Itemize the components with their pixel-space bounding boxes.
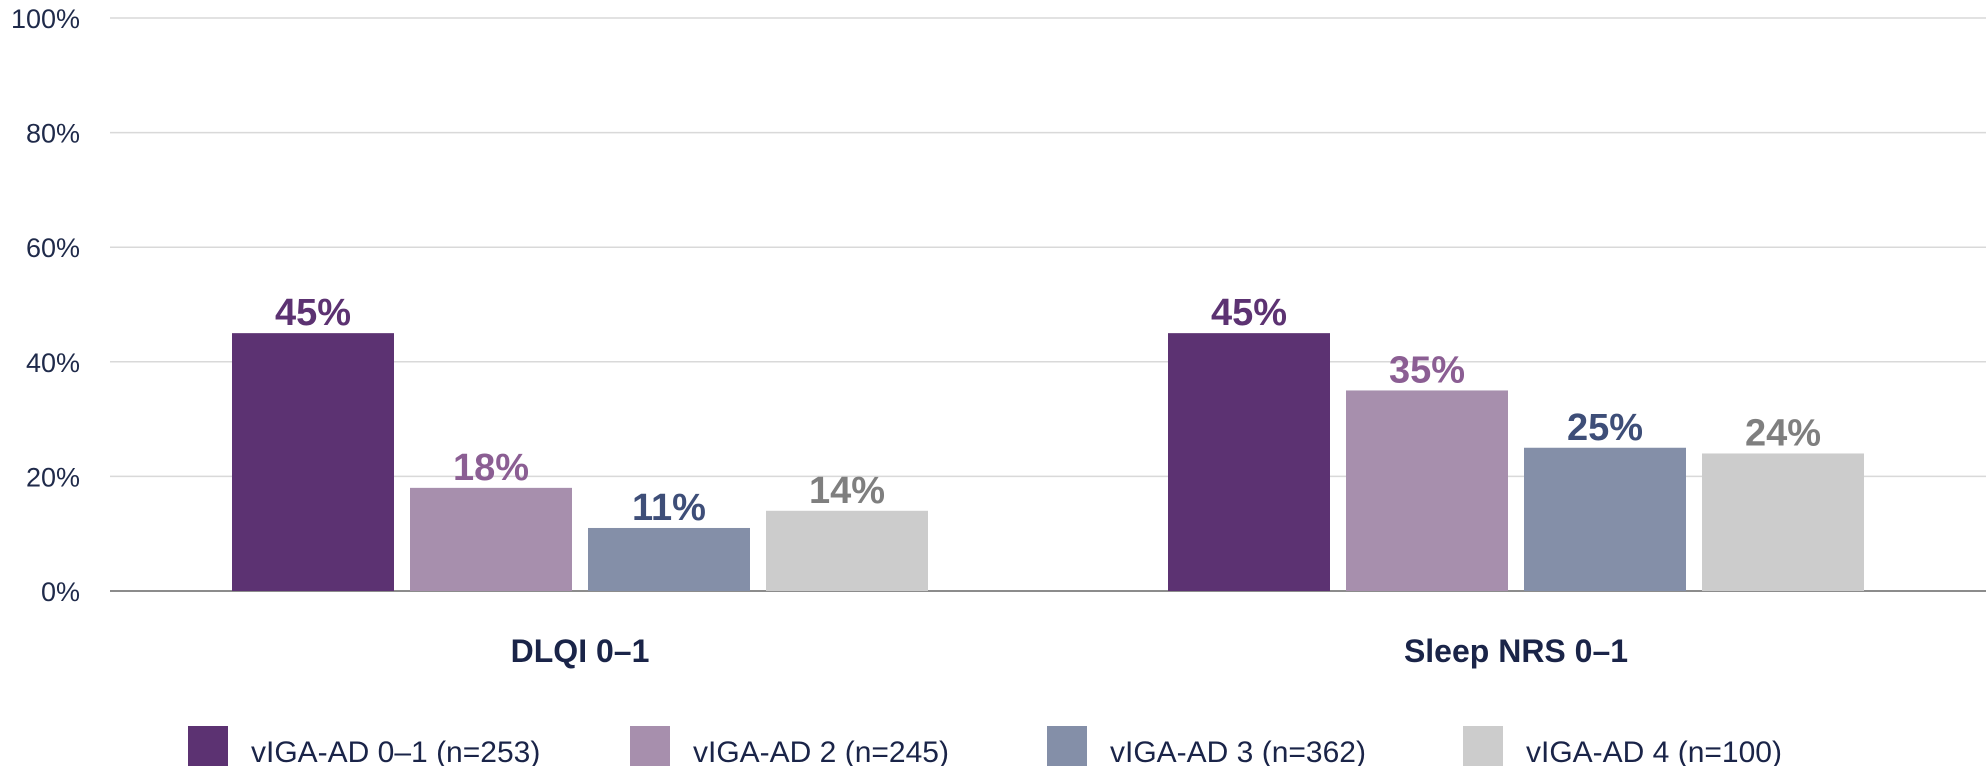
legend-item: vIGA-AD 2 (n=245) bbox=[630, 726, 949, 766]
legend-label: vIGA-AD 0–1 (n=253) bbox=[251, 736, 540, 766]
legend: vIGA-AD 0–1 (n=253) vIGA-AD 2 (n=245) vIGA… bbox=[188, 726, 1782, 766]
bars bbox=[232, 333, 1864, 591]
data-label: 45% bbox=[1211, 292, 1287, 334]
x-axis-categories: DLQI 0–1 Sleep NRS 0–1 bbox=[511, 633, 1628, 669]
category-label: DLQI 0–1 bbox=[511, 633, 650, 669]
data-label: 45% bbox=[275, 292, 351, 334]
bar bbox=[1168, 333, 1330, 591]
data-label: 25% bbox=[1567, 407, 1643, 449]
y-tick-label: 100% bbox=[11, 4, 80, 34]
bar bbox=[766, 510, 928, 591]
category-label: Sleep NRS 0–1 bbox=[1404, 633, 1628, 669]
legend-label: vIGA-AD 2 (n=245) bbox=[693, 736, 949, 766]
data-labels: 45% 18% 11% 14% 45% 35% 25% 24% bbox=[275, 292, 1821, 529]
data-label: 18% bbox=[453, 447, 529, 489]
legend-swatch bbox=[630, 726, 670, 766]
bar bbox=[410, 487, 572, 591]
data-label: 24% bbox=[1745, 412, 1821, 454]
y-tick-label: 40% bbox=[26, 348, 80, 378]
y-axis-ticks: 0% 20% 40% 60% 80% 100% bbox=[11, 4, 80, 607]
bar bbox=[588, 527, 750, 591]
legend-item: vIGA-AD 4 (n=100) bbox=[1463, 726, 1782, 766]
y-tick-label: 0% bbox=[41, 577, 80, 607]
legend-label: vIGA-AD 3 (n=362) bbox=[1110, 736, 1366, 766]
bar bbox=[232, 333, 394, 591]
bar bbox=[1702, 453, 1864, 591]
legend-label: vIGA-AD 4 (n=100) bbox=[1526, 736, 1782, 766]
legend-item: vIGA-AD 0–1 (n=253) bbox=[188, 726, 540, 766]
data-label: 14% bbox=[809, 470, 885, 512]
y-tick-label: 20% bbox=[26, 462, 80, 492]
legend-swatch bbox=[188, 726, 228, 766]
legend-swatch bbox=[1463, 726, 1503, 766]
data-label: 35% bbox=[1389, 349, 1465, 391]
bar bbox=[1524, 447, 1686, 591]
data-label: 11% bbox=[632, 487, 706, 529]
y-tick-label: 60% bbox=[26, 233, 80, 263]
y-tick-label: 80% bbox=[26, 119, 80, 149]
legend-item: vIGA-AD 3 (n=362) bbox=[1047, 726, 1366, 766]
bar bbox=[1346, 390, 1508, 591]
legend-swatch bbox=[1047, 726, 1087, 766]
